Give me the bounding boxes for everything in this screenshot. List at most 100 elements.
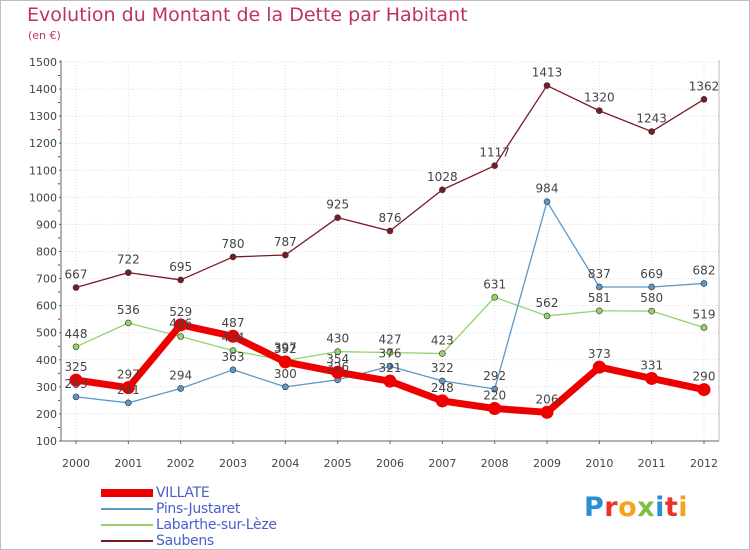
data-point-villate xyxy=(121,381,135,395)
data-label-labarthe-sur-leze: 486 xyxy=(169,317,192,331)
data-point-pins-justaret xyxy=(72,393,80,401)
data-label-villate: 373 xyxy=(588,347,611,361)
logo-letter: x xyxy=(637,492,656,523)
proxiti-logo: Proxiti xyxy=(584,492,688,523)
data-label-villate: 392 xyxy=(274,342,297,356)
data-label-labarthe-sur-leze: 397 xyxy=(274,341,297,355)
data-point-pins-justaret xyxy=(386,362,394,370)
data-point-villate xyxy=(592,360,606,374)
data-label-saubens: 1028 xyxy=(427,170,458,184)
data-label-pins-justaret: 682 xyxy=(693,263,716,277)
y-tick-label: 1100 xyxy=(29,164,57,177)
x-tick-label: 2000 xyxy=(62,457,90,470)
y-tick-label: 500 xyxy=(36,327,57,340)
legend: VILLATE Pins-Justaret Labarthe-sur-Lèze … xyxy=(101,485,277,549)
data-point-pins-justaret xyxy=(177,385,184,392)
data-point-saubens xyxy=(596,107,603,115)
legend-swatch-villate xyxy=(101,489,153,497)
data-label-pins-justaret: 984 xyxy=(536,182,559,196)
data-label-saubens: 667 xyxy=(65,268,88,282)
data-label-villate: 297 xyxy=(117,368,140,382)
data-label-villate: 248 xyxy=(431,381,454,395)
data-label-saubens: 780 xyxy=(222,237,245,251)
data-point-pins-justaret xyxy=(543,198,551,205)
data-point-saubens xyxy=(282,251,289,259)
data-point-saubens xyxy=(439,186,446,194)
x-tick-label: 2010 xyxy=(585,457,613,470)
data-label-villate: 321 xyxy=(379,361,402,375)
y-tick-label: 1200 xyxy=(29,137,57,150)
data-point-labarthe-sur-leze xyxy=(648,307,655,315)
data-label-labarthe-sur-leze: 580 xyxy=(640,291,663,305)
legend-item-labarthe-sur-leze: Labarthe-sur-Lèze xyxy=(101,517,277,533)
data-label-pins-justaret: 263 xyxy=(65,377,88,391)
data-label-villate: 529 xyxy=(169,305,192,319)
data-label-labarthe-sur-leze: 427 xyxy=(379,332,402,346)
data-point-saubens xyxy=(177,276,184,284)
x-tick-label: 2001 xyxy=(114,457,142,470)
data-point-villate xyxy=(226,329,240,343)
data-label-villate: 220 xyxy=(483,389,506,403)
legend-label-saubens: Saubens xyxy=(156,533,214,549)
y-tick-label: 900 xyxy=(36,218,57,231)
data-label-saubens: 1320 xyxy=(584,91,615,105)
x-tick-label: 2009 xyxy=(533,457,561,470)
logo-letter: i xyxy=(678,492,689,523)
data-label-pins-justaret: 376 xyxy=(379,346,402,360)
chart-title: Evolution du Montant de la Dette par Hab… xyxy=(27,4,468,26)
data-point-pins-justaret xyxy=(596,283,603,291)
data-point-labarthe-sur-leze xyxy=(596,307,603,315)
legend-item-villate: VILLATE xyxy=(101,485,277,501)
data-point-pins-justaret xyxy=(491,385,498,393)
data-label-saubens: 695 xyxy=(169,260,192,274)
data-label-pins-justaret: 294 xyxy=(169,368,192,382)
data-point-labarthe-sur-leze xyxy=(543,312,551,320)
data-point-labarthe-sur-leze xyxy=(72,343,80,351)
y-tick-label: 1000 xyxy=(29,191,57,204)
data-label-labarthe-sur-leze: 448 xyxy=(65,327,88,341)
legend-swatch-saubens xyxy=(101,540,153,542)
legend-label-villate: VILLATE xyxy=(156,485,210,501)
data-point-saubens xyxy=(334,214,341,221)
data-label-villate: 325 xyxy=(65,360,88,374)
data-point-villate xyxy=(697,383,711,397)
data-label-pins-justaret: 292 xyxy=(483,369,506,383)
data-point-saubens xyxy=(386,227,394,235)
data-label-pins-justaret: 322 xyxy=(431,361,454,375)
data-point-saubens xyxy=(491,162,498,169)
data-point-saubens xyxy=(72,284,80,291)
data-point-villate xyxy=(645,371,659,385)
data-point-labarthe-sur-leze xyxy=(125,319,132,327)
data-point-villate xyxy=(435,394,449,408)
data-point-saubens xyxy=(125,269,132,276)
data-point-labarthe-sur-leze xyxy=(177,333,184,340)
data-point-saubens xyxy=(648,128,655,135)
logo-letter: t xyxy=(664,492,679,523)
data-label-villate: 487 xyxy=(222,316,245,330)
x-tick-label: 2002 xyxy=(167,457,195,470)
data-point-villate xyxy=(540,405,554,419)
y-tick-label: 600 xyxy=(36,300,57,313)
logo-letter: i xyxy=(655,492,665,523)
data-label-labarthe-sur-leze: 562 xyxy=(536,296,559,310)
x-tick-label: 2008 xyxy=(481,457,509,470)
data-point-labarthe-sur-leze xyxy=(334,348,341,355)
data-point-pins-justaret xyxy=(648,283,655,291)
data-label-pins-justaret: 837 xyxy=(588,267,611,281)
legend-label-labarthe-sur-leze: Labarthe-sur-Lèze xyxy=(156,517,277,533)
data-point-villate xyxy=(69,373,83,387)
legend-label-pins-justaret: Pins-Justaret xyxy=(156,501,241,517)
data-point-labarthe-sur-leze xyxy=(386,349,394,356)
y-tick-label: 800 xyxy=(36,246,57,259)
data-label-saubens: 876 xyxy=(379,211,402,225)
legend-item-saubens: Saubens xyxy=(101,533,277,549)
line-chart: 100 200 300 400 500 600 700 800 900 1000 1100 1200 1… xyxy=(29,56,720,470)
logo-letter: o xyxy=(618,492,638,523)
data-point-saubens xyxy=(543,82,551,89)
x-tick-label: 2003 xyxy=(219,457,247,470)
data-label-villate: 206 xyxy=(536,392,559,406)
data-point-villate xyxy=(383,374,397,388)
logo-letter: P xyxy=(584,492,605,523)
data-point-labarthe-sur-leze xyxy=(439,350,446,357)
data-label-saubens: 722 xyxy=(117,253,140,267)
